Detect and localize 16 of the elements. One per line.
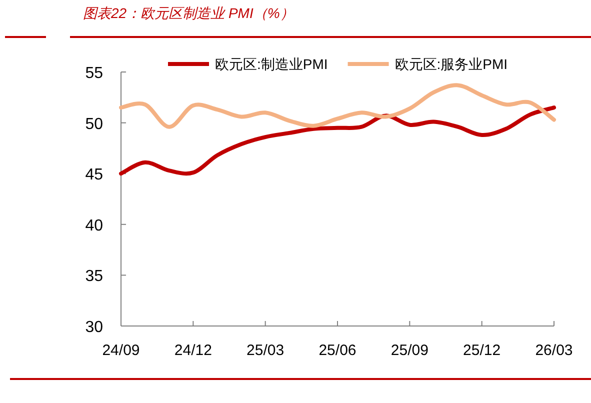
y-tick-label: 50: [85, 116, 104, 133]
x-tick-label: 25/09: [390, 342, 428, 359]
legend-label: 欧元区:服务业PMI: [394, 56, 508, 72]
x-tick-label: 25/12: [463, 342, 501, 359]
y-tick-label: 30: [85, 319, 104, 336]
x-tick-label: 25/06: [318, 342, 356, 359]
x-tick-label: 24/12: [174, 342, 212, 359]
legend-label: 欧元区:制造业PMI: [215, 56, 328, 72]
x-tick-label: 24/09: [102, 342, 140, 359]
title: 图表22：欧元区制造业 PMI（%）: [83, 5, 294, 21]
x-tick-label: 26/03: [535, 342, 573, 359]
y-tick-label: 55: [85, 65, 104, 82]
y-tick-label: 45: [85, 166, 104, 184]
x-tick-label: 25/03: [246, 342, 284, 359]
y-tick-label: 35: [85, 268, 104, 286]
y-tick-label: 40: [85, 217, 104, 234]
